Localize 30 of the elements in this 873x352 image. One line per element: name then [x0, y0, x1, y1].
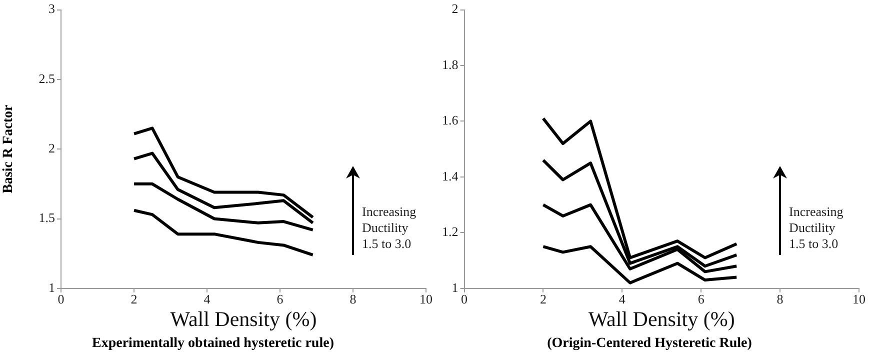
y-axis-title: Basic R Factor [1, 104, 16, 194]
y-tick-label: 1.2 [442, 224, 458, 240]
x-tick-label: 8 [776, 292, 784, 307]
annotation: Increasing Ductility 1.5 to 3.0 [789, 204, 844, 251]
x-tick-label: 10 [852, 292, 866, 307]
x-tick-label: 6 [276, 292, 284, 307]
y-tick-label: 2 [48, 140, 56, 156]
x-tick-label: 8 [350, 292, 356, 307]
text: Experimentally obtained hysteretic rule) [92, 336, 334, 352]
x-axis-title: Wall Density (%) [588, 307, 735, 332]
y-tick-label: 1.6 [442, 112, 459, 128]
x-tick-label: 6 [698, 292, 705, 307]
text: (Origin-Centered Hysteretic Rule) [547, 336, 752, 352]
x-axis-title: Wall Density (%) [170, 307, 317, 332]
y-tick-label: 3 [48, 1, 56, 16]
x-tick-label: 4 [204, 292, 211, 307]
y-tick-label: 1.4 [442, 168, 459, 184]
x-tick-label: 4 [618, 292, 626, 307]
x-tick-label: 10 [420, 292, 432, 307]
annotation: Increasing Ductility 1.5 to 3.0 [362, 204, 417, 251]
x-tick-label: 0 [58, 292, 64, 307]
y-tick-label: 1 [48, 280, 56, 295]
x-tick-label: 0 [461, 292, 468, 307]
x-tick-label: 2 [130, 292, 138, 307]
y-tick-label: 1 [452, 280, 458, 295]
x-tick-label: 2 [540, 292, 546, 307]
y-tick-label: 2.5 [38, 70, 56, 86]
y-tick-label: 1.5 [38, 210, 56, 226]
y-tick-label: 2 [452, 1, 458, 16]
y-tick-label: 1.8 [442, 56, 458, 72]
